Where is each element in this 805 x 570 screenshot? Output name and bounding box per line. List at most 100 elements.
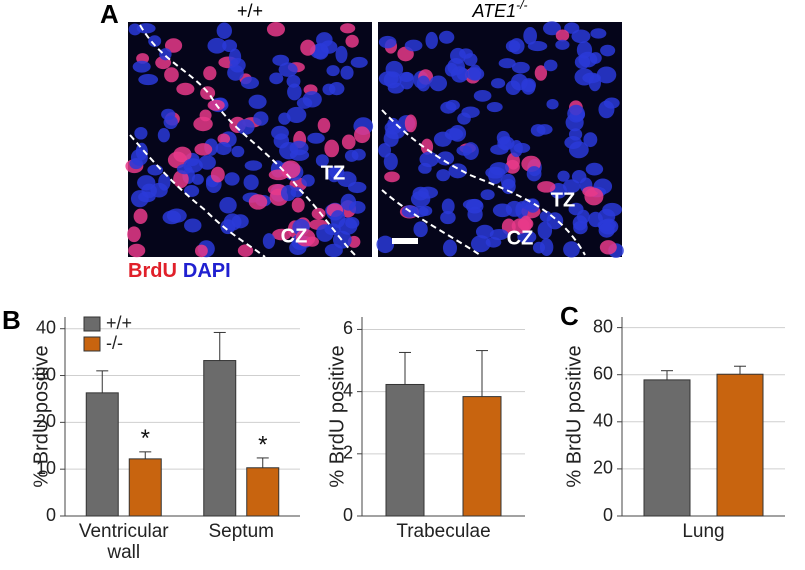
cell (266, 22, 285, 37)
cell (475, 224, 494, 239)
x-tick-label-box: Trabeculae (396, 521, 490, 542)
cell (473, 89, 492, 102)
cell (348, 201, 366, 214)
y-tick-label: 2 (343, 443, 353, 463)
y-tick-label: 6 (343, 318, 353, 338)
zone-label: CZ (281, 225, 308, 247)
cell (499, 137, 512, 151)
cell (505, 80, 521, 95)
cell (480, 189, 495, 201)
cell (198, 155, 216, 170)
bar (385, 383, 425, 517)
cell (344, 149, 359, 162)
cell (335, 45, 348, 64)
y-tick-label: 4 (343, 380, 353, 400)
cell (138, 73, 159, 86)
cell (279, 142, 299, 160)
cell (340, 23, 356, 34)
cell (350, 56, 368, 68)
error-bar (139, 451, 152, 459)
significance-mark: * (258, 431, 267, 458)
panel-label: C (560, 301, 579, 331)
cell (387, 117, 400, 132)
cell (301, 174, 315, 187)
y-tick-label: 40 (36, 317, 56, 337)
cell (215, 142, 232, 156)
bar (128, 458, 162, 517)
bar (203, 360, 237, 517)
cell (376, 235, 395, 254)
cell (269, 72, 284, 85)
cell (501, 178, 516, 195)
error-bar (476, 350, 488, 397)
cell (585, 162, 604, 176)
legend-label: +/+ (106, 313, 132, 333)
cell (470, 235, 491, 253)
cell (441, 198, 455, 215)
cell (546, 212, 564, 230)
cell (345, 34, 359, 48)
error-bar (213, 331, 226, 361)
zone-label: TZ (551, 189, 575, 211)
y-axis-label: % BrdU positive (563, 345, 585, 487)
cell (237, 244, 254, 257)
y-tick-label: 60 (593, 363, 613, 383)
error-bar (661, 370, 673, 380)
x-tick-label-box: Lung (682, 521, 724, 542)
cell (330, 210, 346, 228)
zone-border (381, 189, 481, 256)
cell (322, 83, 336, 96)
cell (307, 132, 325, 144)
cell (224, 172, 240, 186)
cell (135, 142, 148, 161)
cell (543, 59, 558, 72)
cell (295, 229, 316, 247)
bar (85, 392, 119, 517)
cell (243, 174, 259, 191)
legend-swatch (83, 316, 101, 332)
cell (590, 28, 607, 39)
cell (262, 233, 276, 249)
cell (184, 218, 202, 233)
cell (456, 145, 472, 156)
y-tick-label: 10 (36, 458, 56, 478)
cell (583, 132, 598, 148)
cell (176, 164, 193, 175)
zone-label: CZ (507, 227, 534, 249)
cell (253, 111, 269, 126)
cell (597, 208, 616, 224)
cell (589, 52, 602, 64)
cell (176, 82, 195, 96)
cell (207, 37, 227, 54)
error-bar (399, 351, 411, 385)
cell (409, 206, 429, 218)
y-tick-label: 0 (603, 505, 613, 525)
cell (315, 154, 329, 167)
y-tick-label: 20 (593, 458, 613, 478)
cell (485, 236, 502, 248)
cell (572, 215, 588, 231)
cell (466, 67, 485, 81)
cell (167, 151, 188, 169)
cell (537, 181, 556, 193)
y-tick-label: 30 (36, 364, 56, 384)
x-tick-label-box: Septum (209, 521, 274, 542)
cell (199, 109, 212, 122)
cell (148, 35, 162, 47)
cell (227, 64, 244, 81)
cell (173, 170, 189, 189)
cell (521, 79, 536, 95)
bar (716, 373, 764, 517)
cell (280, 184, 297, 202)
cell (268, 169, 289, 181)
cell (203, 66, 217, 81)
cell (164, 67, 179, 83)
cell (584, 187, 604, 206)
cell (128, 243, 146, 258)
cell (568, 202, 584, 216)
genotype-title: +/+ (237, 1, 263, 21)
cell (536, 124, 553, 135)
cell (440, 210, 456, 225)
cell (231, 145, 245, 158)
